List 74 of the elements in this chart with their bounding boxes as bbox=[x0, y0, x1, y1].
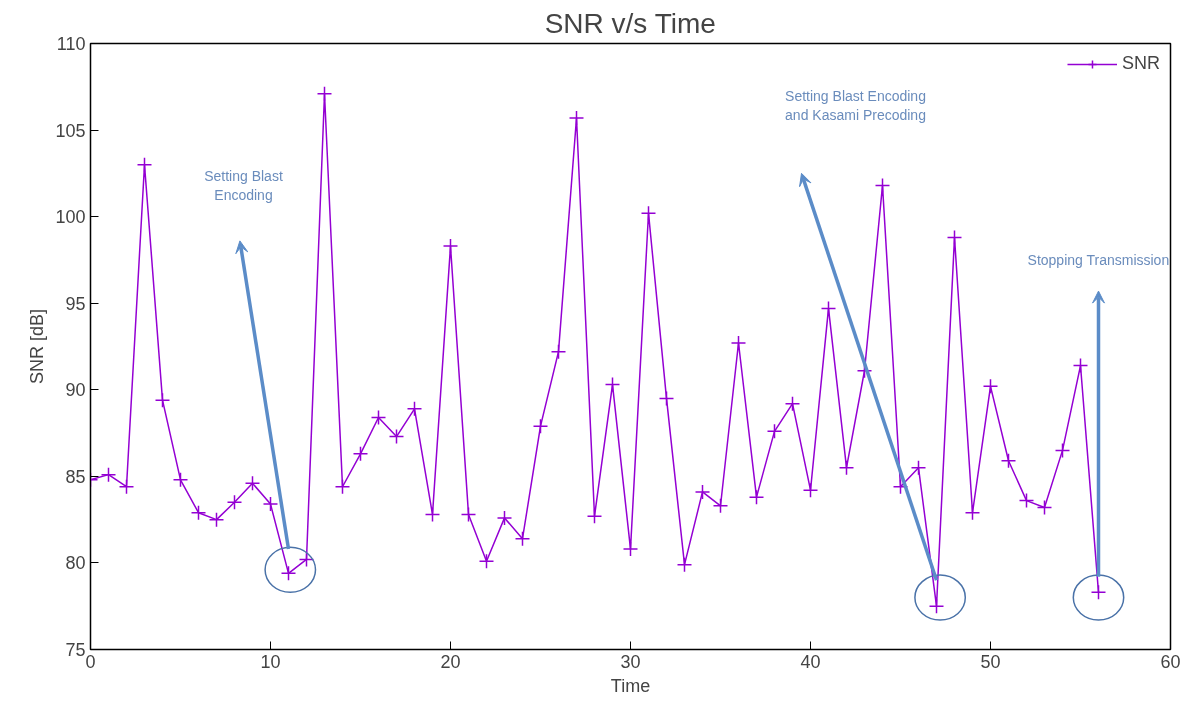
point bbox=[586, 508, 603, 524]
point bbox=[892, 479, 909, 495]
point bbox=[298, 551, 315, 568]
point bbox=[658, 390, 675, 407]
x-tick-label: 30 bbox=[620, 651, 641, 672]
point bbox=[964, 504, 981, 521]
point bbox=[766, 423, 783, 440]
point bbox=[694, 484, 711, 500]
point bbox=[136, 156, 153, 173]
point bbox=[226, 494, 243, 511]
y-tick-label: 95 bbox=[65, 293, 86, 314]
point bbox=[550, 343, 567, 360]
point bbox=[604, 376, 621, 393]
point bbox=[1054, 442, 1071, 459]
point bbox=[334, 479, 351, 495]
point bbox=[352, 446, 369, 462]
point bbox=[568, 110, 585, 126]
point bbox=[370, 409, 387, 426]
point bbox=[244, 475, 261, 492]
x-axis-title: Time bbox=[610, 675, 651, 696]
point bbox=[460, 506, 477, 523]
point bbox=[424, 506, 441, 523]
point bbox=[730, 335, 747, 351]
point bbox=[622, 541, 639, 557]
point bbox=[838, 459, 855, 476]
point bbox=[100, 466, 117, 483]
point bbox=[478, 553, 495, 569]
point bbox=[514, 530, 531, 547]
x-tick-label: 10 bbox=[260, 651, 281, 672]
point bbox=[388, 428, 405, 445]
point bbox=[316, 85, 333, 102]
annotation: Setting Blast Encoding bbox=[204, 167, 283, 204]
x-tick-label: 20 bbox=[440, 651, 461, 672]
point bbox=[1000, 453, 1017, 469]
x-tick-label: 60 bbox=[1160, 651, 1181, 672]
y-tick-label: 100 bbox=[55, 207, 86, 228]
y-tick-label: 90 bbox=[65, 380, 86, 401]
point bbox=[208, 511, 225, 528]
point bbox=[154, 392, 171, 408]
y-tick-label: 75 bbox=[65, 640, 86, 660]
annotation: Setting Blast Encoding and Kasami Precoding bbox=[785, 88, 926, 124]
point bbox=[118, 479, 135, 495]
point bbox=[748, 489, 765, 505]
point bbox=[676, 556, 693, 573]
point bbox=[982, 378, 999, 395]
point bbox=[532, 418, 549, 434]
y-tick-label: 80 bbox=[65, 553, 86, 574]
x-tick-label: 0 bbox=[85, 651, 96, 672]
point bbox=[802, 482, 819, 498]
point bbox=[190, 504, 207, 521]
y-axis-title: SNR [dB] bbox=[27, 308, 48, 385]
point bbox=[262, 496, 279, 512]
point bbox=[874, 177, 891, 194]
point bbox=[946, 229, 963, 246]
point bbox=[910, 459, 927, 476]
point bbox=[712, 498, 729, 514]
y-tick-label: 105 bbox=[55, 120, 86, 141]
point bbox=[406, 401, 423, 417]
point bbox=[640, 205, 657, 221]
point bbox=[496, 510, 513, 526]
point bbox=[172, 472, 189, 488]
point bbox=[1036, 499, 1053, 516]
annotation: Stopping Transmission bbox=[1027, 251, 1170, 268]
point bbox=[784, 395, 801, 412]
y-tick-label: 110 bbox=[56, 34, 86, 54]
x-tick-label: 50 bbox=[980, 651, 1001, 672]
point bbox=[1018, 492, 1035, 509]
y-tick-label: 85 bbox=[65, 466, 86, 487]
x-tick-label: 40 bbox=[800, 651, 821, 672]
chart-title: SNR v/s Time bbox=[544, 7, 716, 39]
point bbox=[820, 300, 837, 317]
point bbox=[1072, 357, 1089, 374]
legend-label: SNR bbox=[1121, 53, 1160, 74]
point bbox=[442, 238, 459, 254]
